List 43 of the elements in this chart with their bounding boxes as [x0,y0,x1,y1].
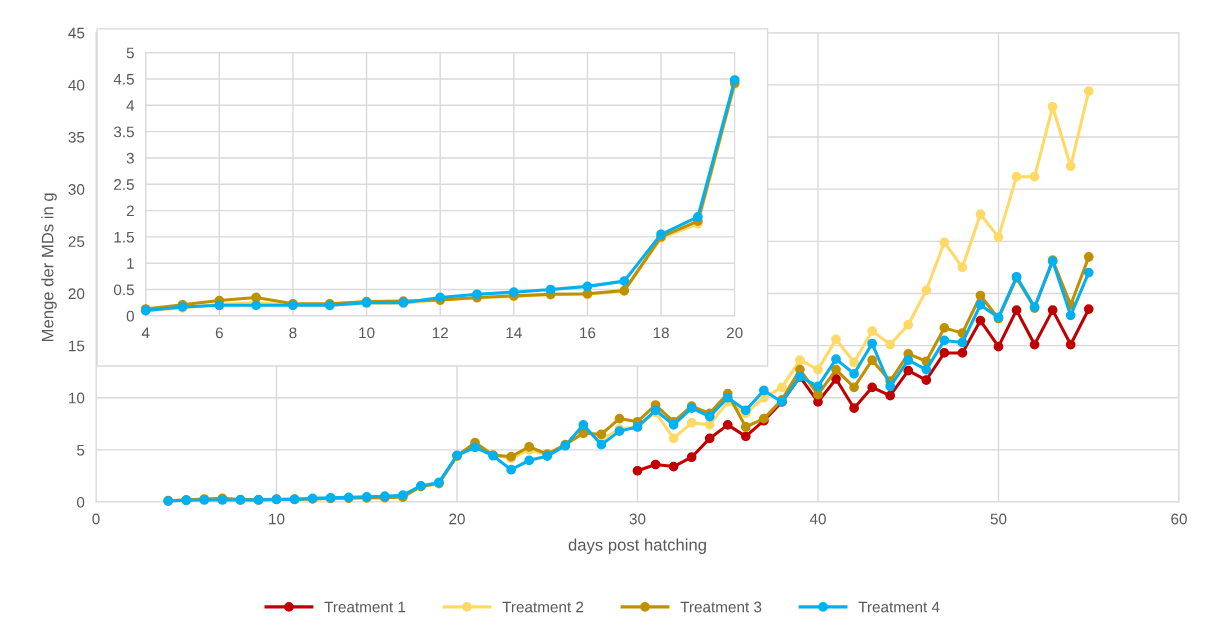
y-tick-label: 0 [126,310,134,322]
y-tick-label: 1.5 [114,231,134,243]
x-axis-title: days post hatching [568,538,706,555]
y-tick-label: 3 [126,152,134,164]
x-tick-label: 30 [629,513,646,525]
y-tick-label: 5 [77,444,85,456]
y-tick-label: 35 [68,131,85,143]
y-tick-label: 15 [69,340,85,352]
y-tick-label: 25 [68,236,85,248]
y-tick-label: 4 [126,100,135,111]
x-tick-label: 4 [141,327,150,339]
y-tick-label: 45 [68,27,85,39]
x-tick-label: 20 [726,327,743,339]
x-tick-label: 40 [809,513,826,525]
x-tick-label: 10 [269,513,285,525]
x-tick-label: 6 [215,327,223,339]
y-tick-label: 4.5 [113,73,134,85]
y-tick-label: 2 [126,205,134,217]
x-tick-label: 18 [653,327,669,339]
x-tick-label: 10 [359,327,375,339]
legend-label: Treatment 3 [680,601,762,613]
y-tick-label: 0 [76,496,85,508]
x-tick-label: 16 [580,327,596,339]
x-tick-label: 8 [289,327,297,339]
y-tick-label: 1 [127,258,134,269]
x-tick-label: 0 [92,513,100,525]
y-tick-label: 5 [126,47,134,59]
legend-label: Treatment 2 [502,601,584,613]
legend-label: Treatment 4 [858,601,940,613]
y-tick-label: 40 [68,79,85,91]
y-tick-label: 10 [69,392,85,404]
y-tick-label: 2.5 [114,179,134,190]
y-axis-title: Menge der MDs in g [41,193,57,342]
x-tick-label: 12 [432,327,448,339]
legend-label: Treatment 1 [324,601,406,613]
y-tick-label: 30 [68,184,85,195]
x-tick-label: 50 [990,513,1007,525]
y-tick-label: 20 [68,288,85,300]
x-tick-label: 14 [506,327,522,339]
x-tick-label: 60 [1171,513,1187,525]
x-tick-label: 20 [449,513,465,525]
y-tick-label: 3.5 [113,126,134,138]
y-tick-label: 0.5 [113,284,134,296]
